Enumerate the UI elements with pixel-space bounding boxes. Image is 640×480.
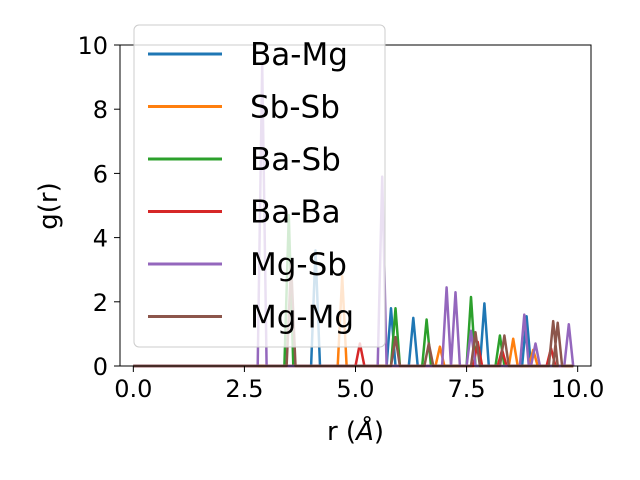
y-tick-label: 10	[77, 32, 108, 60]
x-tick-label: 5.0	[336, 375, 374, 403]
x-tick-label: 7.5	[447, 375, 485, 403]
x-tick-label: 0.0	[114, 375, 152, 403]
legend-label-mg-sb: Mg-Sb	[250, 247, 347, 283]
legend-label-sb-sb: Sb-Sb	[250, 90, 340, 126]
legend-label-ba-sb: Ba-Sb	[250, 142, 341, 178]
y-axis-label: g(r)	[34, 182, 64, 229]
legend-label-mg-mg: Mg-Mg	[250, 300, 354, 336]
y-tick-label: 4	[93, 225, 108, 253]
legend-label-ba-ba: Ba-Ba	[250, 195, 341, 231]
y-tick-label: 2	[93, 289, 108, 317]
x-tick-label: 2.5	[225, 375, 263, 403]
y-tick-label: 8	[93, 96, 108, 124]
y-tick-label: 0	[93, 353, 108, 381]
x-tick-label: 10.0	[551, 375, 604, 403]
legend: Ba-Mg Sb-Sb Ba-Sb Ba-Ba Mg-Sb Mg-Mg	[133, 24, 386, 348]
legend-label-ba-mg: Ba-Mg	[250, 37, 348, 73]
x-axis-label: r (Å)	[327, 415, 384, 447]
y-tick-label: 6	[93, 160, 108, 188]
